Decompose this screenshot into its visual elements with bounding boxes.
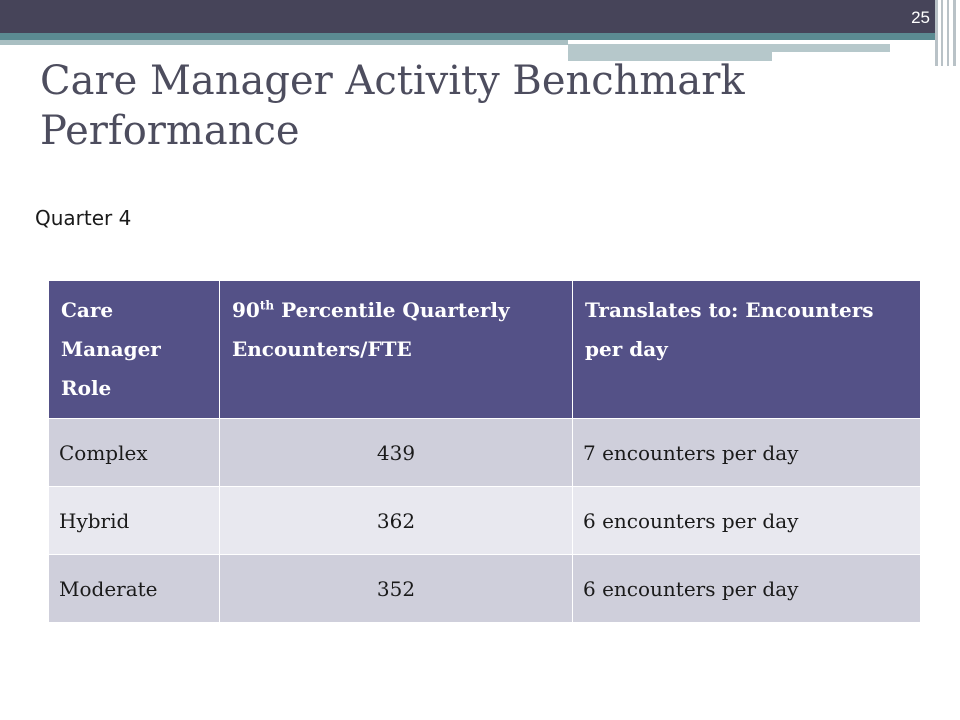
- cell-role: Hybrid: [48, 486, 220, 555]
- cell-per-day: 6 encounters per day: [572, 486, 921, 555]
- slide-subtitle: Quarter 4: [35, 206, 132, 230]
- header-stripe: [0, 40, 568, 45]
- cell-role: Complex: [48, 418, 220, 487]
- decorative-line: [947, 0, 949, 66]
- header-bar: [0, 0, 936, 33]
- header-stripe: [568, 44, 890, 52]
- header-translates: Translates to: Encounters per day: [572, 280, 921, 419]
- cell-per-day: 7 encounters per day: [572, 418, 921, 487]
- header-stripe: [568, 52, 772, 61]
- cell-encounters: 352: [219, 554, 573, 623]
- benchmark-table: Care Manager Role 90th Percentile Quarte…: [48, 280, 921, 623]
- table-row: Complex 439 7 encounters per day: [48, 418, 921, 487]
- decorative-line: [935, 0, 938, 66]
- cell-encounters: 362: [219, 486, 573, 555]
- table-row: Hybrid 362 6 encounters per day: [48, 486, 921, 555]
- table-header-row: Care Manager Role 90th Percentile Quarte…: [48, 280, 921, 419]
- table-row: Moderate 352 6 encounters per day: [48, 554, 921, 623]
- cell-per-day: 6 encounters per day: [572, 554, 921, 623]
- header-percentile-number: 90: [232, 298, 260, 322]
- header-percentile-suffix: th: [259, 298, 275, 313]
- cell-encounters: 439: [219, 418, 573, 487]
- header-percentile-text: Percentile Quarterly Encounters/FTE: [232, 298, 510, 361]
- cell-role: Moderate: [48, 554, 220, 623]
- slide-number: 25: [911, 8, 930, 27]
- header-role: Care Manager Role: [48, 280, 220, 419]
- header-accent-bar: [0, 33, 936, 40]
- header-percentile: 90th Percentile Quarterly Encounters/FTE: [219, 280, 573, 419]
- decorative-line: [953, 0, 956, 66]
- slide-title: Care Manager Activity Benchmark Performa…: [40, 58, 745, 154]
- decorative-line: [941, 0, 943, 66]
